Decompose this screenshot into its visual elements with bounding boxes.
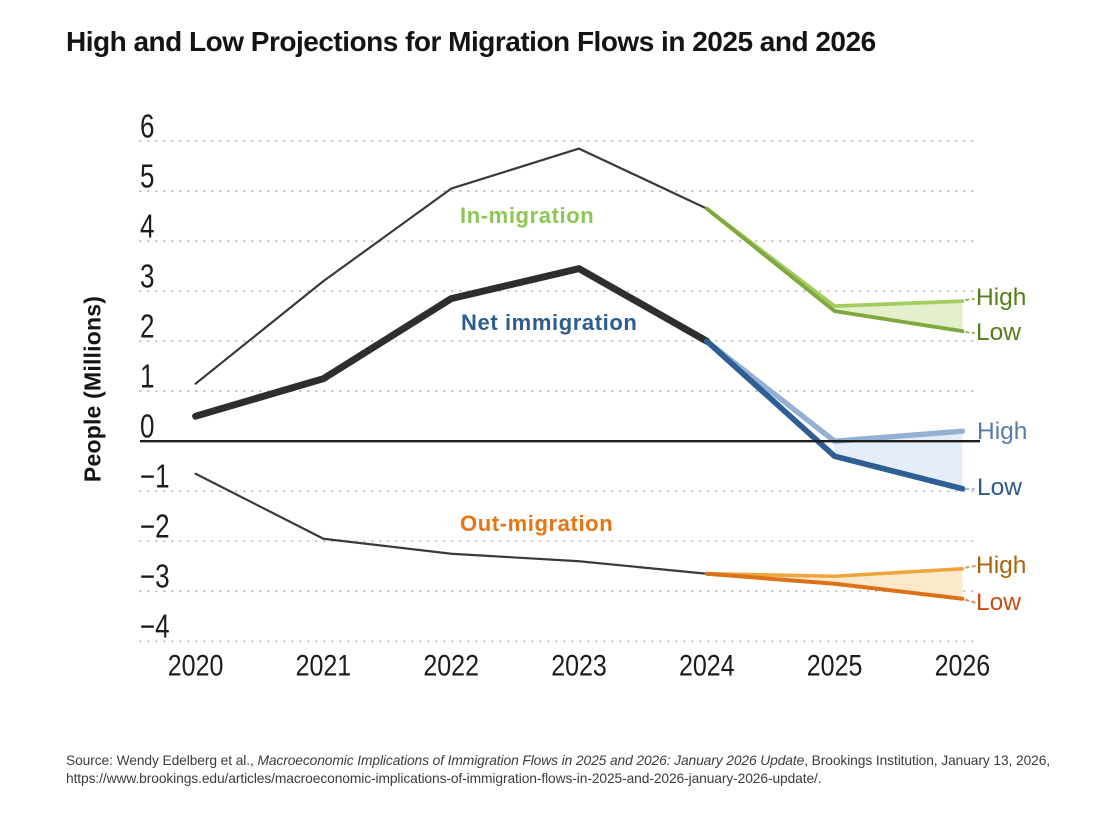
out-migration-high-label: High (976, 552, 1027, 579)
y-tick-label--4: −4 (140, 606, 170, 645)
source-suffix: , Brookings Institution, January 13, 202… (804, 753, 1051, 768)
chart-title: High and Low Projections for Migration F… (66, 25, 876, 57)
in-migration-historical--line (194, 147, 708, 385)
y-tick-label-3: 3 (140, 256, 155, 295)
x-tick-label-2021: 2021 (295, 648, 352, 682)
in-migration-high-label: High (976, 284, 1027, 311)
net-immigration-low-label: Low (977, 474, 1022, 501)
y-tick-label-0: 0 (140, 406, 155, 445)
y-tick-label--2: −2 (140, 506, 170, 545)
leader-tick-3 (965, 565, 976, 569)
in-migration-low-label: Low (976, 319, 1021, 346)
x-tick-label-2022: 2022 (423, 648, 479, 682)
y-tick-label--3: −3 (140, 556, 170, 595)
net-immigration-historical--line (192, 265, 711, 420)
in-migration-low-projection-line (704, 206, 965, 334)
source-prefix: Source: Wendy Edelberg et al., (66, 753, 258, 768)
y-tick-label-5: 5 (140, 156, 155, 195)
source-line-1: Source: Wendy Edelberg et al., Macroecon… (66, 752, 1076, 770)
leader-tick-0 (965, 298, 975, 301)
x-tick-label-2024: 2024 (678, 648, 735, 682)
net-immigration-low-projection-line (703, 338, 966, 492)
in-migration-series-label: In-migration (460, 203, 595, 228)
y-tick-label-4: 4 (140, 206, 155, 245)
out-migration-high-projection-line (704, 566, 965, 579)
x-tick-label-2020: 2020 (167, 648, 224, 682)
net-immigration-high-low-band (834, 431, 963, 489)
y-tick-label--1: −1 (140, 456, 170, 495)
leader-tick-4 (965, 599, 976, 604)
y-tick-label-2: 2 (140, 306, 155, 345)
out-migration-historical--line (194, 472, 708, 575)
out-migration-low-projection-line (704, 571, 965, 601)
source-article-title: Macroeconomic Implications of Immigratio… (257, 753, 805, 768)
y-tick-label-6: 6 (140, 106, 155, 145)
y-tick-label-1: 1 (140, 356, 155, 395)
source-line-2: https://www.brookings.edu/articles/macro… (66, 771, 822, 787)
out-migration-series-label: Out-migration (460, 511, 614, 536)
x-tick-label-2023: 2023 (551, 648, 607, 682)
x-tick-label-2025: 2025 (806, 648, 863, 682)
leader-tick-1 (965, 331, 975, 334)
net-immigration-high-label: High (977, 418, 1028, 445)
source-note: Source: Wendy Edelberg et al., Macroecon… (66, 752, 1076, 789)
x-tick-label-2026: 2026 (934, 648, 991, 682)
net-immigration-series-label: Net immigration (461, 310, 638, 335)
out-migration-low-label: Low (976, 588, 1021, 616)
